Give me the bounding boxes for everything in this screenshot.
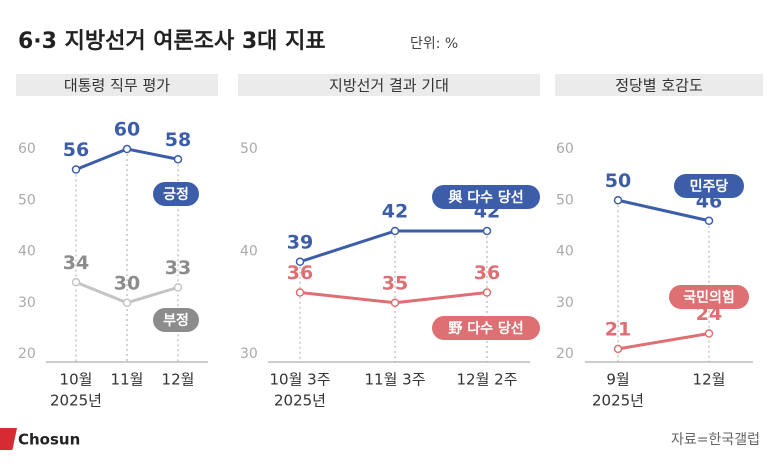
data-label: 34 [63, 252, 89, 274]
series-line [617, 198, 710, 223]
legend-badge [669, 285, 749, 309]
data-label: 58 [165, 129, 191, 151]
x-tick-label: 9월 [606, 371, 629, 389]
data-point [71, 165, 81, 174]
x-tick-label: 10월 [60, 371, 93, 389]
data-point [482, 288, 492, 297]
data-point [295, 257, 305, 266]
legend-badge [432, 185, 540, 209]
data-label: 60 [114, 119, 140, 141]
y-tick-label: 20 [18, 346, 36, 362]
year-label: 2025년 [274, 392, 326, 410]
data-label: 42 [382, 201, 408, 223]
logo-main: Chosun [18, 431, 80, 449]
x-tick-label: 12월 2주 [457, 371, 518, 389]
y-tick-label: 50 [556, 192, 574, 208]
data-point [390, 298, 400, 307]
data-point [122, 144, 132, 154]
y-tick-label: 60 [18, 141, 36, 157]
main-title: 6·3 지방선거 여론조사 3대 지표 [18, 29, 326, 54]
legend-badge [153, 308, 199, 332]
x-tick-label: 10월 3주 [270, 371, 331, 389]
logo-box [0, 428, 18, 450]
series-line [617, 332, 710, 351]
panel-header [238, 74, 540, 96]
data-label: 30 [114, 272, 140, 294]
data-point [173, 155, 183, 164]
legend-badge [153, 182, 199, 206]
panel-title: 지방선거 결과 기대 [329, 77, 449, 95]
data-point [613, 344, 623, 354]
legend-label: 與 다수 당선 [448, 189, 523, 206]
y-tick-label: 50 [18, 192, 36, 208]
logo-accent: Biz [80, 432, 104, 448]
legend-label: 국민의힘 [683, 289, 735, 306]
panel-title: 정당별 호감도 [615, 77, 703, 95]
legend-label: 긍정 [163, 186, 189, 203]
legend-label: 野 다수 당선 [448, 320, 523, 337]
data-label: 21 [605, 318, 631, 340]
unit-label: 단위: % [410, 36, 458, 52]
x-tick-label: 12월 [693, 371, 726, 389]
panel-header [16, 74, 218, 96]
y-tick-label: 30 [240, 346, 258, 362]
y-tick-label: 20 [556, 346, 574, 362]
data-label: 35 [382, 272, 408, 294]
data-point [122, 298, 132, 307]
y-tick-label: 50 [240, 141, 258, 157]
data-point [704, 216, 714, 225]
data-point [295, 288, 305, 297]
y-tick-label: 40 [18, 244, 36, 260]
panel-title: 대통령 직무 평가 [64, 77, 170, 95]
year-label: 2025년 [592, 392, 644, 410]
legend-badge [674, 174, 744, 198]
panel-header [555, 74, 763, 96]
x-tick-label: 11월 3주 [365, 371, 426, 389]
data-point [704, 329, 714, 338]
data-label: 36 [474, 262, 500, 284]
source: 자료=한국갤럽 [671, 432, 760, 448]
data-point [613, 196, 623, 205]
y-tick-label: 40 [240, 244, 258, 260]
y-tick-label: 60 [556, 141, 574, 157]
data-point [390, 226, 400, 236]
data-label: 36 [287, 262, 313, 284]
data-point [71, 278, 81, 287]
legend-label: 부정 [163, 312, 189, 329]
y-tick-label: 40 [556, 244, 574, 260]
legend-badge [432, 316, 540, 340]
data-label: 50 [605, 170, 631, 192]
year-label: 2025년 [50, 392, 102, 410]
y-tick-label: 30 [556, 295, 574, 311]
data-label: 56 [63, 139, 89, 161]
data-point [173, 283, 183, 292]
data-label: 39 [287, 231, 313, 253]
y-tick-label: 30 [18, 295, 36, 311]
x-tick-label: 12월 [162, 371, 195, 389]
data-point [482, 226, 492, 236]
data-label: 33 [165, 257, 191, 279]
legend-label: 민주당 [690, 178, 729, 195]
x-tick-label: 11월 [111, 371, 144, 389]
